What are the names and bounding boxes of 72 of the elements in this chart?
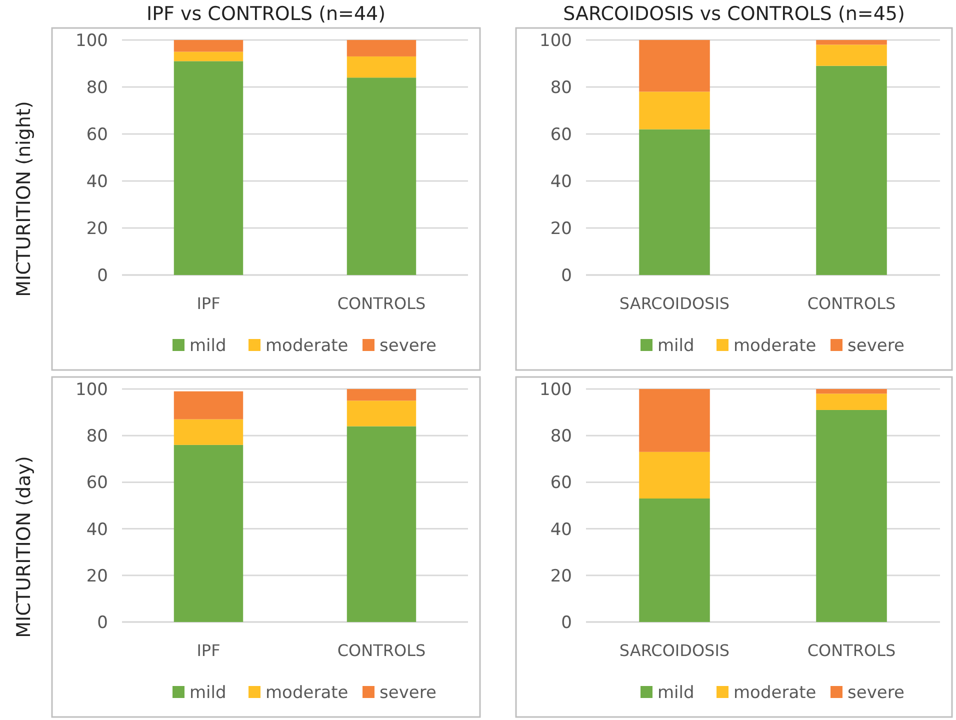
x-tick-label: CONTROLS — [807, 294, 896, 313]
bar — [346, 426, 416, 622]
bar — [346, 40, 416, 56]
legend-label: mild — [658, 682, 694, 703]
x-tick-label: SARCOIDOSIS — [619, 294, 730, 313]
y-tick-label: 0 — [561, 612, 572, 633]
bar — [639, 40, 710, 92]
bar — [639, 452, 710, 499]
legend-label: severe — [380, 336, 436, 356]
legend-label: moderate — [734, 682, 816, 703]
bar — [816, 389, 887, 394]
bar — [174, 40, 244, 52]
y-tick-label: 20 — [86, 566, 108, 586]
chart-title: SARCOIDOSIS vs CONTROLS (n=45) — [563, 3, 905, 25]
x-tick-label: CONTROLS — [337, 294, 426, 313]
bar — [639, 92, 710, 130]
bar — [639, 389, 710, 452]
bar — [816, 66, 887, 275]
legend-label: severe — [848, 682, 904, 703]
bar — [346, 389, 416, 401]
y-tick-label: 0 — [97, 612, 108, 633]
y-tick-label: 0 — [97, 266, 108, 286]
bar — [174, 419, 244, 445]
legend-label: mild — [190, 682, 226, 703]
chart-title: IPF vs CONTROLS (n=44) — [146, 3, 386, 25]
y-tick-label: 80 — [550, 78, 572, 98]
y-tick-label: 20 — [550, 218, 572, 239]
legend-label: severe — [848, 336, 904, 356]
x-tick-label: CONTROLS — [807, 641, 896, 660]
y-tick-label: 0 — [561, 266, 572, 286]
legend-label: mild — [190, 336, 226, 356]
bar — [816, 40, 887, 45]
y-tick-label: 60 — [550, 124, 572, 145]
legend-label: moderate — [266, 682, 348, 703]
bar — [816, 394, 887, 410]
bar — [346, 400, 416, 426]
y-tick-label: 40 — [550, 172, 572, 192]
y-tick-label: 80 — [86, 426, 108, 447]
y-tick-label: 40 — [550, 520, 572, 540]
bar — [816, 44, 887, 66]
y-tick-label: 60 — [86, 124, 108, 145]
x-tick-label: SARCOIDOSIS — [619, 641, 730, 660]
bar — [639, 129, 710, 275]
bar — [174, 61, 244, 275]
y-tick-label: 60 — [86, 473, 108, 494]
y-tick-label: 80 — [86, 78, 108, 98]
x-tick-label: CONTROLS — [337, 641, 426, 660]
legend-label: mild — [658, 336, 694, 356]
bar — [174, 52, 244, 62]
legend-label: severe — [380, 682, 436, 703]
bar — [639, 498, 710, 622]
y-tick-label: 100 — [540, 380, 572, 400]
y-axis-title: MICTURITION (day) — [13, 456, 35, 638]
legend-label: moderate — [734, 336, 816, 356]
y-axis-title: MICTURITION (night) — [13, 101, 35, 297]
y-tick-label: 100 — [540, 30, 572, 51]
bar — [346, 78, 416, 275]
y-tick-label: 60 — [550, 473, 572, 494]
y-tick-label: 80 — [550, 426, 572, 447]
bar — [816, 410, 887, 622]
y-tick-label: 20 — [86, 218, 108, 239]
y-tick-label: 40 — [86, 172, 108, 192]
y-tick-label: 100 — [76, 380, 108, 400]
y-tick-label: 40 — [86, 520, 108, 540]
y-tick-label: 20 — [550, 566, 572, 586]
x-tick-label: IPF — [196, 294, 220, 313]
bar — [174, 444, 244, 622]
bar — [174, 391, 244, 420]
y-tick-label: 100 — [76, 30, 108, 51]
x-tick-label: IPF — [196, 641, 220, 660]
legend-label: moderate — [266, 336, 348, 356]
bar — [346, 56, 416, 78]
